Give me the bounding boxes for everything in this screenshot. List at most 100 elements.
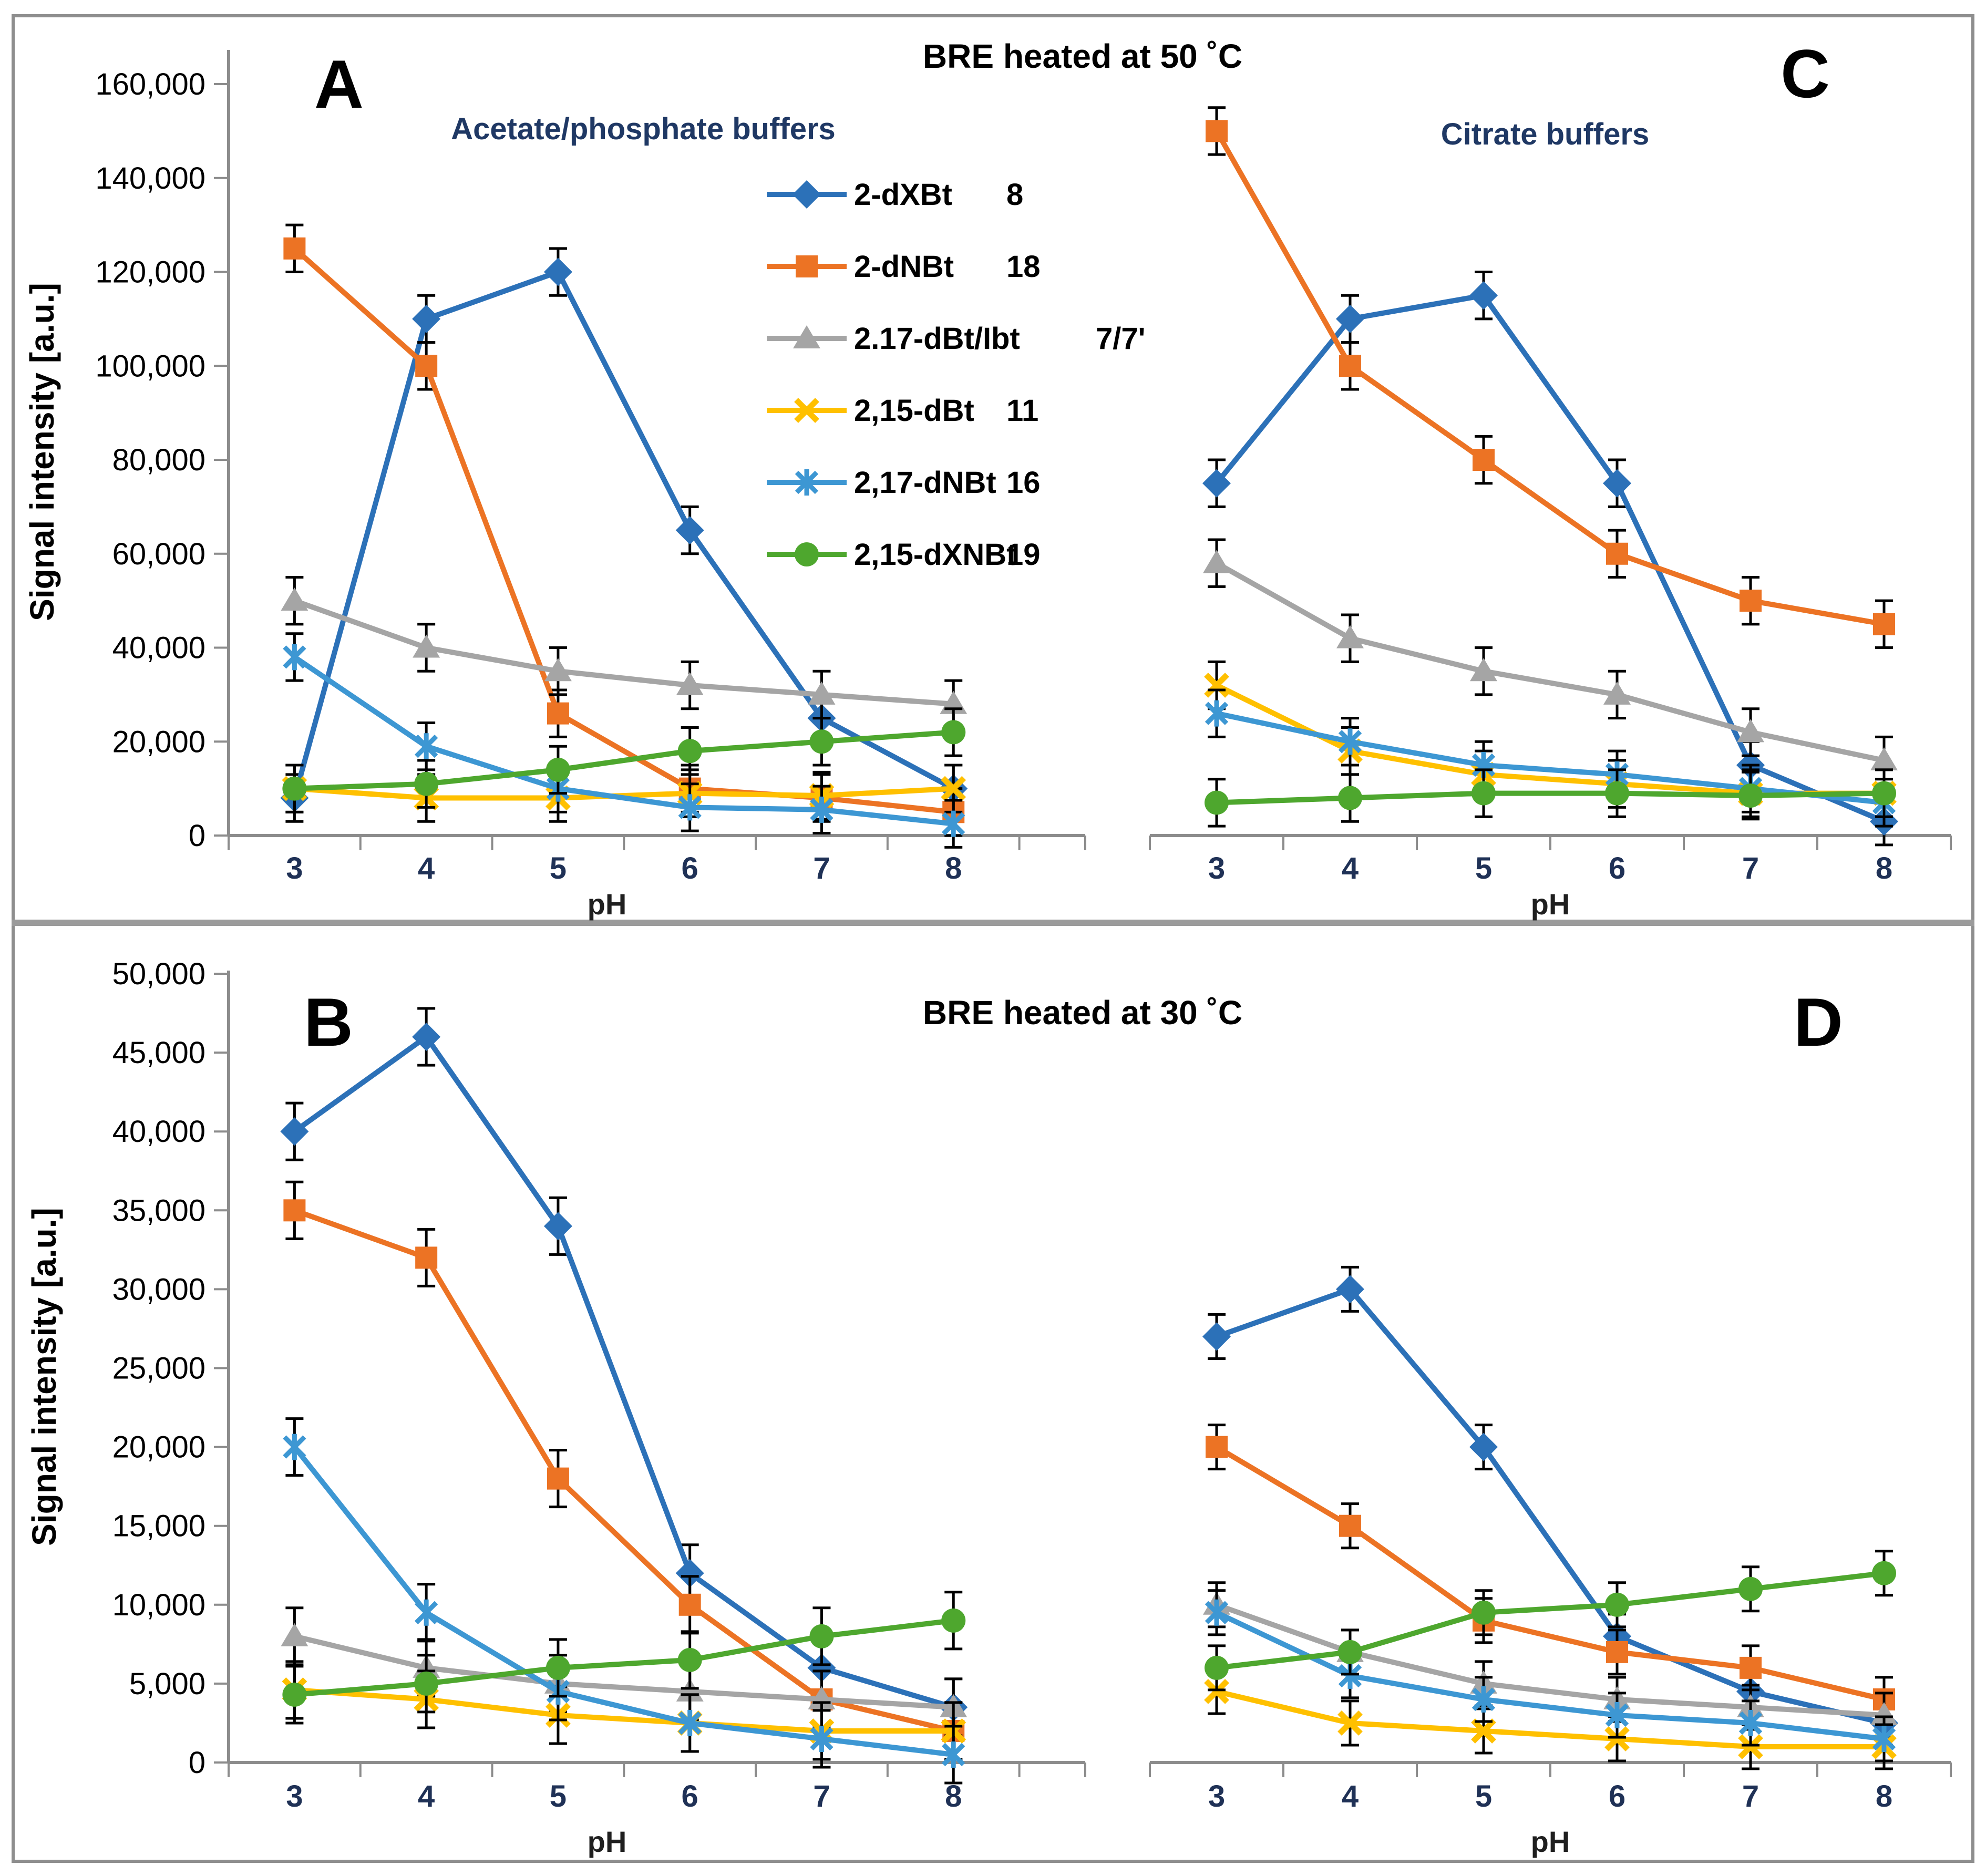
y-tick-label: 40,000 — [112, 631, 205, 665]
panel-D-series-2,15-dBt — [1204, 1668, 1897, 1770]
x-tick-label: 4 — [418, 851, 435, 885]
y-tick-label: 120,000 — [95, 255, 205, 290]
y-tick-label: 45,000 — [112, 1036, 205, 1070]
diamond-marker-icon — [280, 257, 968, 812]
panel-A-errorbars-2.17-dBt/Ibt — [285, 575, 963, 729]
panel-C-series-2-dXBt — [1202, 271, 1898, 847]
circle-marker-icon — [1205, 1561, 1896, 1680]
x-tick-label: 6 — [1609, 851, 1625, 885]
panel-D-series-2,17-dNBt — [1205, 1589, 1896, 1762]
y-tick-label: 140,000 — [95, 161, 205, 195]
circle-marker-icon — [1205, 781, 1896, 815]
y-tick-label: 0 — [189, 1746, 205, 1780]
top-section-title: BRE heated at 50 ˚C — [922, 37, 1243, 75]
y-tick-label: 20,000 — [112, 1430, 205, 1465]
panel-A-series-2.17-dBt/Ibt — [281, 575, 968, 729]
panel-B-axes — [214, 971, 1086, 1777]
panel-letter-d: D — [1794, 984, 1843, 1060]
square-marker-icon — [283, 237, 965, 823]
x-tick-label: 8 — [1876, 851, 1892, 885]
panel-D-series-2-dNBt — [1206, 1424, 1895, 1723]
y-tick-label: 50,000 — [112, 957, 205, 991]
subtitle-citrate: Citrate buffers — [1440, 117, 1650, 151]
asterisk-marker-icon — [1205, 1599, 1896, 1752]
panel-D-series-2,15-dXNBt — [1205, 1550, 1896, 1692]
y-tick-label: 20,000 — [112, 725, 205, 759]
x-tick-label: 4 — [418, 1779, 435, 1813]
x-tick-label: 5 — [550, 851, 567, 885]
panel-letter-a: A — [314, 46, 364, 122]
y-tick-label: 15,000 — [112, 1509, 205, 1543]
y-tick-label: 40,000 — [112, 1115, 205, 1149]
x-tick-label: 4 — [1342, 1779, 1359, 1813]
panel-C-errorbars-2.17-dBt/Ibt — [1208, 538, 1893, 786]
panel-D-series-2-dXBt — [1202, 1265, 1898, 1747]
panel-B-errorbars-2-dXBt — [285, 1007, 963, 1737]
panel-A-x-tick-labels: 3 4 5 6 7 8 — [286, 851, 962, 885]
x-tick-label: 6 — [1609, 1779, 1625, 1813]
x-tick-label: 7 — [1742, 851, 1759, 885]
diamond-marker-icon — [280, 1023, 968, 1722]
panel-D-axes — [1149, 1761, 1952, 1777]
y-tick-label: 25,000 — [112, 1352, 205, 1386]
square-marker-icon — [1206, 1436, 1895, 1710]
x-tick-label: 8 — [945, 851, 962, 885]
y-tick-label: 160,000 — [95, 67, 205, 101]
circle-marker-icon — [282, 720, 966, 801]
panel-D-errorbars-2,15-dBt — [1208, 1668, 1893, 1770]
panel-B-errorbars-2-dNBt — [285, 1180, 963, 1761]
section-divider — [12, 920, 1974, 926]
panel-C-errorbars-2,17-dNBt — [1208, 688, 1893, 828]
y-tick-label: 5,000 — [129, 1667, 205, 1701]
panel-B-y-tick-labels: 0 5,000 10,000 15,000 20,000 25,000 30,000 35,0… — [112, 957, 205, 1780]
x-axis-label-panel-a: pH — [587, 888, 627, 921]
x-tick-label: 3 — [286, 1779, 303, 1813]
panel-B-series-2,15-dXNBt — [282, 1591, 966, 1725]
y-tick-label: 35,000 — [112, 1193, 205, 1228]
y-tick-label: 100,000 — [95, 349, 205, 383]
x-tick-label: 3 — [1208, 851, 1225, 885]
panel-C-errorbars-2-dXBt — [1208, 271, 1893, 847]
diamond-marker-icon — [1202, 281, 1898, 836]
panel-C-series-2-dNBt — [1206, 106, 1895, 649]
panel-B-x-tick-labels: 3 4 5 6 7 8 — [286, 1779, 962, 1813]
x-tick-label: 7 — [813, 851, 830, 885]
x-tick-label: 5 — [550, 1779, 567, 1813]
x-tick-label: 3 — [286, 851, 303, 885]
panel-B-series-2-dXBt — [280, 1007, 968, 1737]
panel-letter-c: C — [1781, 35, 1830, 112]
y-tick-label: 30,000 — [112, 1272, 205, 1306]
y-tick-label: 80,000 — [112, 443, 205, 477]
panel-A-series-2-dNBt — [283, 223, 965, 837]
bottom-section-title: BRE heated at 30 ˚C — [922, 994, 1243, 1032]
x-tick-label: 8 — [945, 1779, 962, 1813]
panel-A-axes — [214, 50, 1086, 850]
x-axis-label-panel-d: pH — [1530, 1825, 1570, 1858]
panel-C-series-2.17-dBt/Ibt — [1203, 538, 1898, 786]
x-tick-label: 4 — [1342, 851, 1359, 885]
panel-C-axes — [1149, 834, 1952, 850]
x-marker-icon — [1204, 1679, 1897, 1759]
panel-A-series-2,15-dXNBt — [282, 707, 966, 813]
x-tick-label: 7 — [1742, 1779, 1759, 1813]
panel-D-errorbars-2-dXBt — [1208, 1265, 1893, 1747]
panel-B-series-2-dNBt — [283, 1180, 965, 1761]
asterisk-marker-icon — [283, 644, 965, 837]
panel-D-errorbars-2,15-dXNBt — [1208, 1550, 1893, 1692]
panel-A-y-tick-labels: 0 20,000 40,000 60,000 80,000 100,000 120,000 1… — [95, 67, 205, 853]
y-tick-label: 0 — [189, 819, 205, 853]
x-tick-label: 8 — [1876, 1779, 1892, 1813]
y-tick-label: 60,000 — [112, 537, 205, 571]
y-tick-label: 10,000 — [112, 1588, 205, 1622]
panel-A-errorbars-2-dNBt — [285, 223, 963, 837]
diamond-marker-icon — [1202, 1275, 1898, 1737]
y-axis-label-bottom: Signal intensity [a.u.] — [25, 1208, 63, 1546]
x-tick-label: 5 — [1475, 851, 1492, 885]
x-axis-label-panel-b: pH — [587, 1825, 627, 1858]
x-tick-label: 6 — [682, 1779, 698, 1813]
panel-D-x-tick-labels: 3 4 5 6 7 8 — [1208, 1779, 1892, 1813]
x-tick-label: 3 — [1208, 1779, 1225, 1813]
panel-C-series-2,15-dXNBt — [1205, 768, 1896, 828]
